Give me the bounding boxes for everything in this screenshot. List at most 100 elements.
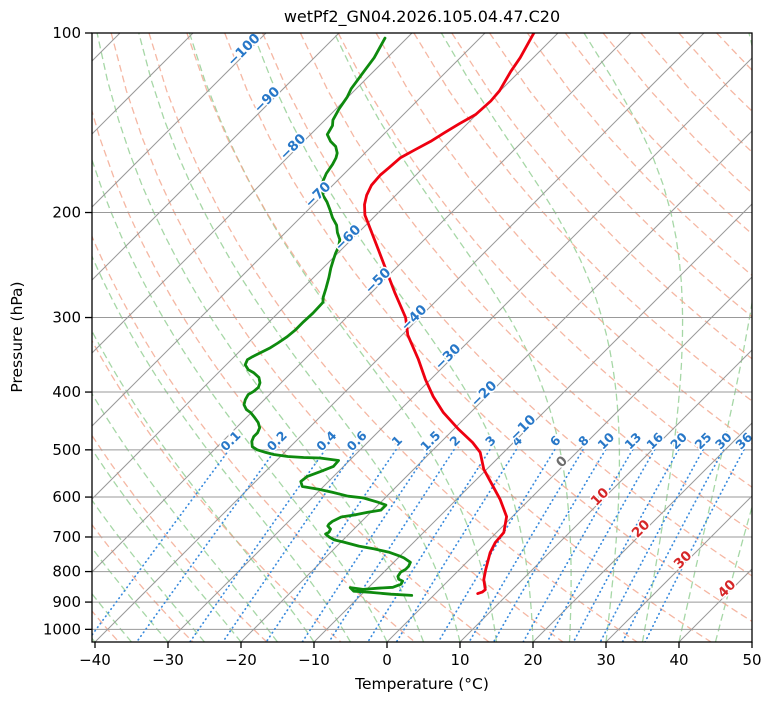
isotherm-line [459,349,752,642]
isotherm-line [92,33,267,208]
isotherm-line [92,33,413,354]
x-tick-label: −10 [298,651,330,669]
dry-adiabat-line [186,33,712,642]
y-tick-label: 200 [52,204,81,222]
dry-adiabat-line [755,33,775,642]
mixing-ratio-line [366,448,491,642]
moist-adiabat-line [440,33,621,642]
dry-adiabat-line [92,434,268,642]
isotherm-line [167,57,752,642]
y-tick-label: 700 [52,528,81,546]
dry-adiabat-line [489,33,752,318]
isotherm-line [313,203,752,642]
mixing-ratio-label: 8 [575,432,592,449]
isotherm-line [92,33,194,135]
mixing-ratio-label: 6 [547,432,564,449]
y-tick-label: 1000 [43,620,81,638]
page-title: wetPf2_GN04.2026.105.04.47.C20 [284,7,560,27]
mixing-ratio-line [468,448,584,642]
x-tick-label: −40 [79,651,111,669]
isotherm-label: 20 [629,517,654,542]
mixing-ratio-label: 1 [388,432,405,449]
moist-adiabat-line [333,33,572,642]
dry-adiabat-line [678,33,752,113]
isotherm-line [92,33,632,573]
isotherm-label: 40 [715,577,740,602]
dry-adiabat-line [224,33,752,623]
dry-adiabat-line [110,33,564,642]
isotherm-line [605,495,752,642]
dry-adiabat-line [148,33,638,642]
isotherm-line [92,33,340,281]
isotherm-label: 0 [553,453,571,471]
moist-adiabat-line [188,33,498,642]
dry-adiabat-line [451,33,752,360]
y-tick-label: 400 [52,383,81,401]
mixing-ratio-line [301,448,431,642]
mixing-ratio-line [437,448,556,642]
dry-adiabat-line [413,33,752,402]
isotherm-line [386,276,752,642]
mixing-ratio-line [221,448,357,642]
moist-adiabat-line [583,33,684,642]
dry-adiabat-line [526,33,752,277]
mixing-ratio-label: 2 [446,432,463,449]
y-tick-label: 300 [52,309,81,327]
dry-adiabat-line [92,339,342,642]
mixing-ratio-line [621,448,725,642]
moist-adiabat-line [96,33,425,642]
moist-adiabat-line [678,33,752,642]
mixing-ratio-label: 30 [712,429,735,452]
isotherm-label: −90 [251,84,284,117]
temperature-trace [363,33,536,595]
mixing-ratio-label: 25 [692,429,715,452]
mixing-ratio-label: 13 [621,429,644,452]
mixing-ratio-line [189,448,327,642]
isotherm-line [94,33,705,642]
mixing-ratio-label: 16 [643,429,666,452]
mixing-ratio-line [328,448,455,642]
tick-labels: −40 −30 −20 −10 0 10 20 30 40 5010020030040050060… [43,24,762,669]
dry-adiabat-line [640,33,752,153]
mixing-ratio-label: 10 [594,429,617,452]
mixing-ratio-line [599,448,704,642]
moist-adiabat-line [92,392,279,642]
y-axis-label: Pressure (hPa) [8,281,26,392]
mixing-ratio-layer [92,448,745,642]
x-axis-label: Temperature (°C) [354,675,489,693]
dry-adiabat-line [337,33,752,488]
mixing-ratio-line [546,448,656,642]
mixing-ratio-label: 20 [667,429,690,452]
isotherm-label: −100 [224,30,263,69]
y-tick-label: 100 [52,24,81,42]
mixing-ratio-line [395,448,518,642]
x-tick-label: 30 [596,651,615,669]
mixing-ratio-label: 3 [482,432,499,449]
isotherm-line [92,33,486,427]
mixing-ratio-line [265,448,397,642]
x-tick-label: 20 [523,651,542,669]
mixing-ratio-line [92,448,231,637]
x-tick-label: 50 [742,651,761,669]
isotherm-label: 30 [671,548,696,573]
mixing-ratio-line [644,448,745,642]
isotherm-line [751,641,752,642]
moist-adiabat-line [138,33,461,642]
moist-adiabat-line [92,329,315,642]
mixing-ratio-line [492,448,607,642]
y-tick-label: 500 [52,441,81,459]
dewpoint-trace [242,36,414,597]
isotherm-line [92,33,559,500]
x-tick-label: 40 [669,651,688,669]
pressure-grid-layer [92,33,752,630]
mixing-ratio-line [135,448,277,642]
dry-adiabat-line [92,109,490,642]
dry-adiabat-line [262,33,752,577]
axes-layer: −40 −30 −20 −10 0 10 20 30 40 5010020030040050060… [8,7,762,693]
isotherm-line [678,568,752,642]
y-tick-label: 800 [52,563,81,581]
mixing-ratio-line [522,448,634,642]
mixing-ratio-line [572,448,680,642]
